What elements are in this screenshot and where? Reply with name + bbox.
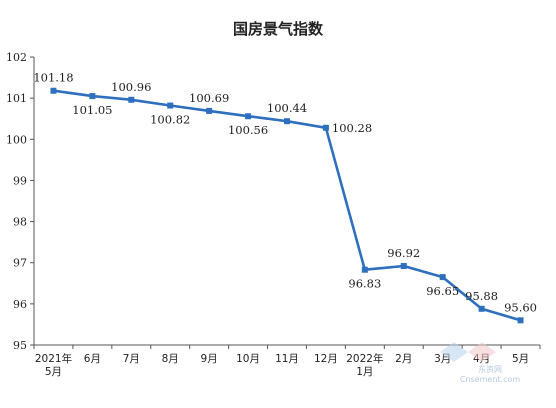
data-label: 96.92	[387, 246, 420, 260]
data-label: 100.69	[189, 91, 229, 105]
data-point	[206, 107, 213, 114]
x-tick-label: 8月	[162, 353, 179, 365]
data-point	[478, 305, 485, 312]
x-tick-label: 10月	[236, 353, 260, 365]
data-labels: 101.18 101.05 100.96 100.82 100.69 100.56 100.…	[33, 71, 537, 315]
x-tick-label: 7月	[123, 353, 140, 365]
data-point	[400, 263, 407, 270]
x-tick-label: 2021年	[35, 352, 72, 365]
data-label: 96.65	[426, 284, 459, 298]
data-label: 101.18	[33, 71, 73, 85]
x-tick-label: 9月	[201, 353, 218, 365]
data-label: 100.44	[267, 101, 307, 115]
data-point	[284, 118, 290, 125]
y-tick-label: 95	[13, 339, 27, 352]
y-tick-label: 96	[13, 298, 27, 311]
data-point	[322, 124, 329, 131]
data-label: 95.88	[465, 289, 498, 303]
y-tick-label: 97	[13, 257, 27, 270]
data-label: 95.60	[504, 300, 537, 314]
y-tick-label: 102	[6, 51, 27, 64]
data-point	[128, 96, 135, 103]
data-point	[439, 274, 446, 281]
x-tick-label: 5月	[512, 353, 529, 365]
data-point	[245, 113, 252, 120]
watermark: 东资网 Cnsement.com	[440, 342, 520, 384]
x-tick-label: 12月	[314, 353, 338, 365]
data-point	[361, 266, 368, 273]
watermark-cn: 东资网	[478, 364, 502, 374]
y-tick-label: 99	[13, 174, 27, 187]
watermark-en: Cnsement.com	[460, 375, 521, 384]
x-tick-label: 2022年	[346, 352, 383, 365]
y-tick-label: 100	[6, 133, 27, 146]
data-point	[89, 93, 96, 100]
data-point	[517, 317, 524, 324]
x-tick-label: 6月	[84, 353, 101, 365]
data-label: 100.56	[228, 123, 268, 137]
data-label: 101.05	[72, 103, 112, 117]
x-tick-label: 11月	[275, 353, 299, 365]
data-label: 100.28	[332, 121, 372, 135]
data-point	[50, 87, 57, 94]
x-tick-label: 1月	[356, 366, 373, 378]
x-tick-label: 5月	[45, 366, 62, 378]
y-tick-label: 101	[6, 92, 27, 105]
data-point	[167, 102, 174, 109]
x-tick-label: 2月	[395, 353, 412, 365]
data-label: 96.83	[348, 277, 381, 291]
data-label: 100.82	[150, 113, 190, 127]
data-label: 100.96	[111, 80, 151, 94]
y-tick-label: 98	[13, 216, 27, 229]
chart-title: 国房景气指数	[233, 20, 324, 38]
series-line	[50, 87, 524, 324]
